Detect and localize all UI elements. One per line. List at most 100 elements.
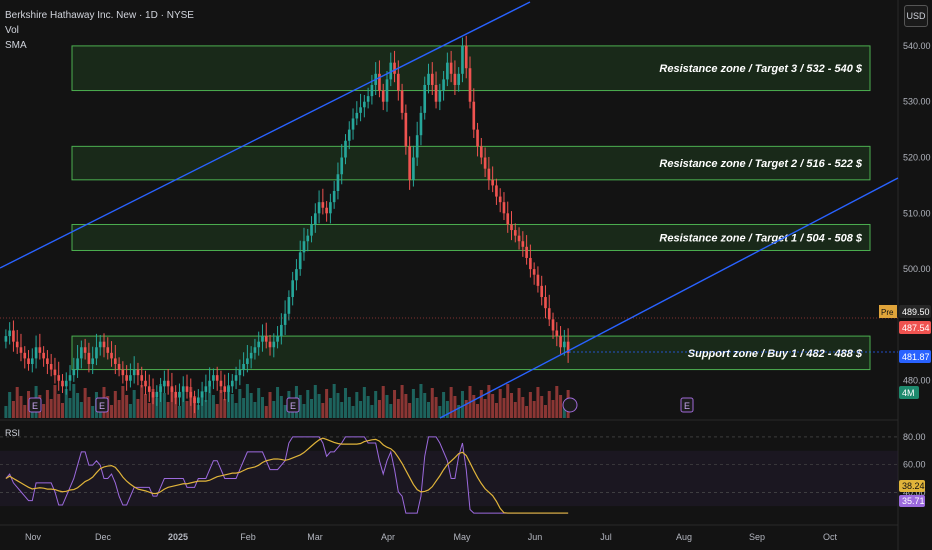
volume-bar [343,388,347,418]
rsi-tick-label: 80.00 [903,432,926,442]
candle-body [563,341,566,348]
volume-bar [377,400,381,418]
earnings-marker-label: E [290,401,296,411]
volume-bar [83,388,87,418]
candle-body [566,341,570,353]
volume-bar [521,397,525,418]
volume-bar [79,402,83,418]
price-tick-label: 530.00 [903,97,931,107]
candle-body [76,358,79,370]
candle-body [498,196,502,203]
volume-bar [166,402,170,418]
volume-bar [215,404,219,418]
volume-bar [536,387,540,418]
candle-body [317,202,321,214]
sma-indicator-label[interactable]: SMA [5,40,27,51]
candle-body [223,386,227,392]
candle-body [261,336,264,342]
volume-bar [438,406,442,418]
earnings-marker [286,397,300,413]
volume-bar [310,399,314,418]
candle-body [517,235,521,242]
volume-bar [57,394,61,418]
upper-trendline [0,1,531,269]
candle-body [446,62,449,80]
volume-bar [540,396,544,418]
candle-body [310,224,313,236]
price-badge [899,305,931,318]
candle-body [355,112,359,119]
volume-bar [230,394,234,418]
volume-bar [185,401,189,418]
candle-body [532,269,536,275]
candle-body [230,380,234,387]
volume-bar [494,403,498,418]
candle-body [540,285,544,298]
volume-bar [19,396,23,418]
time-tick-label: May [453,532,471,542]
volume-bar [211,395,215,418]
candle-body [147,386,151,392]
candle-body [272,341,276,348]
volume-bar [91,406,95,418]
currency-button[interactable]: USD [904,5,928,27]
candle-body [510,224,513,231]
volume-bar [8,392,12,418]
candle-body [12,330,15,342]
rsi-indicator-label[interactable]: RSI [5,428,21,438]
volume-bar [317,394,321,418]
earnings-marker [95,397,109,413]
candle-body [204,386,208,392]
candle-body [163,380,166,387]
candle-body [113,358,117,364]
candle-body [174,391,178,398]
candle-body [525,246,528,258]
volume-bar [193,396,197,418]
time-tick-label: Mar [307,532,323,542]
volume-bar [551,400,555,418]
vol-indicator-label[interactable]: Vol [5,25,19,36]
price-badge [899,350,931,363]
candle-body [125,375,128,381]
candle-body [381,90,385,102]
candle-body [544,297,547,309]
volume-bar [113,391,117,418]
volume-bar [355,392,359,418]
candle-body [27,358,30,364]
volume-bar [464,400,468,418]
volume-bar [53,385,57,418]
earnings-marker [680,397,694,413]
volume-bar [110,405,114,418]
price-badge-label: 481.87 [902,352,930,362]
candle-body [144,380,147,387]
volume-bar [87,397,91,418]
candle-body [298,252,302,270]
volume-bar [242,398,246,418]
volume-bar [132,390,136,418]
candle-body [280,324,283,337]
volume-bar [11,401,15,418]
candle-body [68,375,72,381]
candle-body [559,336,562,348]
price-badge-label: 489.50 [902,307,930,317]
volume-bar [336,393,340,418]
time-tick-label: Dec [95,532,112,542]
volume-bar [253,402,257,418]
volume-bar [219,390,223,418]
volume-bar [562,404,566,418]
price-tick-label: 480.00 [903,376,931,386]
volume-bar [457,405,461,418]
volume-bar [223,399,227,418]
candle-body [30,358,34,364]
candle-body [480,146,483,158]
candle-body [449,62,453,74]
candle-body [306,235,310,242]
volume-bar [472,395,476,418]
candle-body [363,101,366,108]
candle-body [502,202,506,214]
candle-body [366,96,370,102]
zone-box [71,145,871,181]
volume-bar [227,385,231,418]
rsi-value: 35.71 [902,496,925,506]
